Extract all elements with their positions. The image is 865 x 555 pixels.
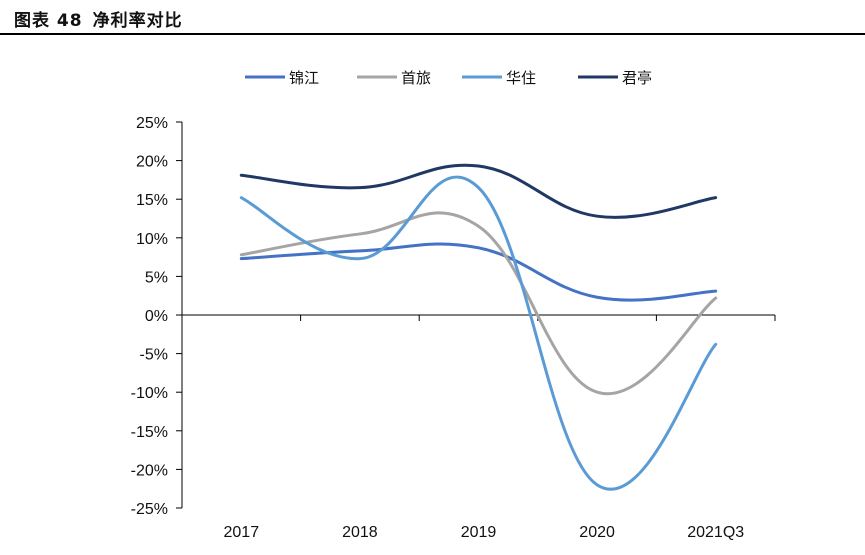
y-tick-label: -15%	[131, 424, 168, 441]
title-divider	[0, 33, 865, 35]
x-axis-tick-labels: 2017 2018 2019 2020 2021Q3	[224, 524, 745, 541]
legend-label: 首旅	[401, 69, 431, 87]
y-tick-label: 15%	[136, 192, 168, 209]
figure-title: 图表 48 净利率对比	[14, 6, 193, 31]
y-tick-label: -20%	[131, 462, 168, 479]
y-tick-label: 10%	[136, 231, 168, 248]
series-line-1	[239, 242, 718, 302]
x-tick-label: 2019	[461, 524, 497, 541]
figure-caption: 净利率对比	[92, 11, 183, 31]
x-tick-label: 2021Q3	[687, 524, 744, 541]
figure-label: 图表 48	[14, 11, 83, 31]
series-line-2	[239, 211, 718, 396]
y-tick-label: -25%	[131, 501, 168, 518]
y-tick-label: -5%	[140, 347, 168, 364]
y-tick-label: 25%	[136, 115, 168, 132]
y-axis-tick-labels: 25% 20% 15% 10% 5% 0% -5% -10% -15% -20% -25%	[131, 115, 168, 518]
y-tick-label: 20%	[136, 154, 168, 171]
x-tick-label: 2017	[224, 524, 260, 541]
y-tick-label: -10%	[131, 385, 168, 402]
y-tick-label: 0%	[145, 308, 168, 325]
y-tick-label: 5%	[145, 269, 168, 286]
series-lines	[239, 163, 718, 491]
series-line-3	[239, 175, 718, 491]
legend-label: 华住	[506, 69, 536, 87]
x-tick-label: 2020	[579, 524, 615, 541]
legend: 锦江 首旅 华住 君亭	[245, 69, 652, 87]
series-line-4	[239, 163, 718, 219]
x-tick-label: 2018	[342, 524, 378, 541]
legend-label: 君亭	[622, 69, 652, 87]
legend-label: 锦江	[289, 69, 319, 87]
